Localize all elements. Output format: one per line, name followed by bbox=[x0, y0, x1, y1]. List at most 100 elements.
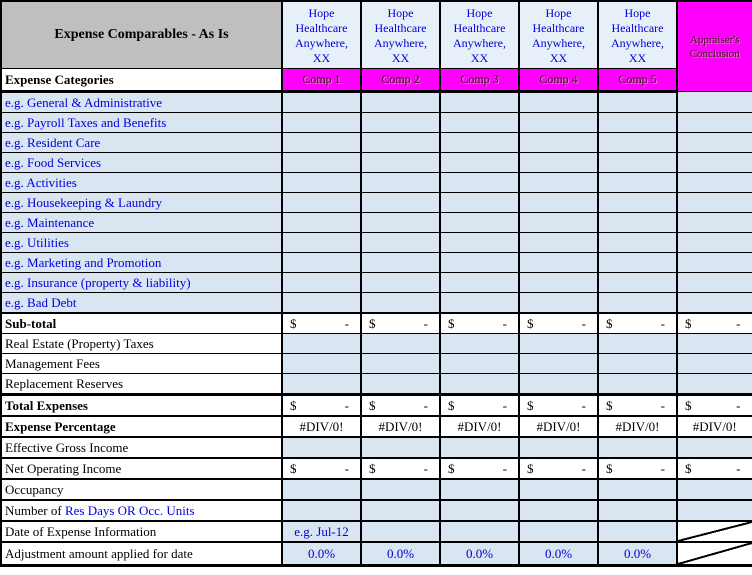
bad-debt-label[interactable]: e.g. Bad Debt bbox=[0, 292, 283, 314]
occupancy-comp-5-cell[interactable] bbox=[597, 478, 678, 501]
activities-comp-2-cell[interactable] bbox=[360, 172, 441, 193]
net-operating-income-comp-4-cell[interactable]: $ - bbox=[518, 457, 599, 480]
comp-1-header[interactable]: Hope Healthcare Anywhere, XX bbox=[281, 0, 362, 69]
comp-3-header[interactable]: Hope Healthcare Anywhere, XX bbox=[439, 0, 520, 69]
number-of-res-days-comp-1-cell[interactable] bbox=[281, 499, 362, 522]
real-estate-property-taxes-comp-4-cell[interactable] bbox=[518, 333, 599, 354]
general-administrative-conclusion-cell[interactable] bbox=[676, 91, 752, 113]
utilities-conclusion-cell[interactable] bbox=[676, 232, 752, 253]
marketing-promotion-comp-4-cell[interactable] bbox=[518, 252, 599, 273]
expense-percentage-comp-3-cell[interactable]: #DIV/0! bbox=[439, 415, 520, 438]
number-of-res-days-comp-5-cell[interactable] bbox=[597, 499, 678, 522]
payroll-taxes-benefits-comp-2-cell[interactable] bbox=[360, 112, 441, 133]
number-of-res-days-comp-4-cell[interactable] bbox=[518, 499, 599, 522]
general-administrative-comp-2-cell[interactable] bbox=[360, 91, 441, 113]
comp-4-header[interactable]: Hope Healthcare Anywhere, XX bbox=[518, 0, 599, 69]
maintenance-conclusion-cell[interactable] bbox=[676, 212, 752, 233]
utilities-comp-3-cell[interactable] bbox=[439, 232, 520, 253]
food-services-conclusion-cell[interactable] bbox=[676, 152, 752, 173]
adjustment-amount-applied-comp-5-cell[interactable]: 0.0% bbox=[597, 541, 678, 566]
housekeeping-laundry-comp-4-cell[interactable] bbox=[518, 192, 599, 213]
total-expenses-comp-1-cell[interactable]: $ - bbox=[281, 393, 362, 417]
replacement-reserves-label[interactable]: Replacement Reserves bbox=[0, 373, 283, 395]
comp-5-header[interactable]: Hope Healthcare Anywhere, XX bbox=[597, 0, 678, 69]
sub-total-comp-1-cell[interactable]: $ - bbox=[281, 312, 362, 334]
activities-comp-5-cell[interactable] bbox=[597, 172, 678, 193]
comp-2-header[interactable]: Hope Healthcare Anywhere, XX bbox=[360, 0, 441, 69]
utilities-label[interactable]: e.g. Utilities bbox=[0, 232, 283, 253]
replacement-reserves-comp-4-cell[interactable] bbox=[518, 373, 599, 395]
resident-care-comp-4-cell[interactable] bbox=[518, 132, 599, 153]
utilities-comp-2-cell[interactable] bbox=[360, 232, 441, 253]
comp-2-label[interactable]: Comp 2 bbox=[360, 68, 441, 93]
expense-categories-header[interactable]: Expense Categories bbox=[0, 68, 283, 93]
effective-gross-income-comp-5-cell[interactable] bbox=[597, 436, 678, 459]
payroll-taxes-benefits-comp-5-cell[interactable] bbox=[597, 112, 678, 133]
expense-percentage-label[interactable]: Expense Percentage bbox=[0, 415, 283, 438]
date-of-expense-information-comp-5-cell[interactable] bbox=[597, 520, 678, 543]
housekeeping-laundry-comp-3-cell[interactable] bbox=[439, 192, 520, 213]
management-fees-comp-2-cell[interactable] bbox=[360, 353, 441, 374]
maintenance-label[interactable]: e.g. Maintenance bbox=[0, 212, 283, 233]
payroll-taxes-benefits-comp-3-cell[interactable] bbox=[439, 112, 520, 133]
sub-total-conclusion-cell[interactable]: $ - bbox=[676, 312, 752, 334]
insurance-property-liability-comp-5-cell[interactable] bbox=[597, 272, 678, 293]
food-services-comp-4-cell[interactable] bbox=[518, 152, 599, 173]
net-operating-income-label[interactable]: Net Operating Income bbox=[0, 457, 283, 480]
date-of-expense-information-label[interactable]: Date of Expense Information bbox=[0, 520, 283, 543]
payroll-taxes-benefits-comp-4-cell[interactable] bbox=[518, 112, 599, 133]
resident-care-conclusion-cell[interactable] bbox=[676, 132, 752, 153]
adjustment-amount-applied-comp-1-cell[interactable]: 0.0% bbox=[281, 541, 362, 566]
expense-percentage-comp-5-cell[interactable]: #DIV/0! bbox=[597, 415, 678, 438]
number-of-res-days-comp-2-cell[interactable] bbox=[360, 499, 441, 522]
effective-gross-income-comp-1-cell[interactable] bbox=[281, 436, 362, 459]
insurance-property-liability-comp-1-cell[interactable] bbox=[281, 272, 362, 293]
total-expenses-comp-3-cell[interactable]: $ - bbox=[439, 393, 520, 417]
utilities-comp-1-cell[interactable] bbox=[281, 232, 362, 253]
housekeeping-laundry-comp-2-cell[interactable] bbox=[360, 192, 441, 213]
insurance-property-liability-conclusion-cell[interactable] bbox=[676, 272, 752, 293]
marketing-promotion-comp-1-cell[interactable] bbox=[281, 252, 362, 273]
occupancy-label[interactable]: Occupancy bbox=[0, 478, 283, 501]
payroll-taxes-benefits-conclusion-cell[interactable] bbox=[676, 112, 752, 133]
food-services-comp-1-cell[interactable] bbox=[281, 152, 362, 173]
adjustment-amount-applied-conclusion-na-cell[interactable] bbox=[676, 541, 752, 566]
effective-gross-income-comp-4-cell[interactable] bbox=[518, 436, 599, 459]
total-expenses-conclusion-cell[interactable]: $ - bbox=[676, 393, 752, 417]
net-operating-income-comp-1-cell[interactable]: $ - bbox=[281, 457, 362, 480]
real-estate-property-taxes-conclusion-cell[interactable] bbox=[676, 333, 752, 354]
occupancy-comp-2-cell[interactable] bbox=[360, 478, 441, 501]
payroll-taxes-benefits-label[interactable]: e.g. Payroll Taxes and Benefits bbox=[0, 112, 283, 133]
activities-comp-3-cell[interactable] bbox=[439, 172, 520, 193]
number-of-res-days-comp-3-cell[interactable] bbox=[439, 499, 520, 522]
activities-comp-4-cell[interactable] bbox=[518, 172, 599, 193]
management-fees-comp-1-cell[interactable] bbox=[281, 353, 362, 374]
food-services-comp-5-cell[interactable] bbox=[597, 152, 678, 173]
bad-debt-comp-2-cell[interactable] bbox=[360, 292, 441, 314]
replacement-reserves-comp-2-cell[interactable] bbox=[360, 373, 441, 395]
date-of-expense-information-comp-4-cell[interactable] bbox=[518, 520, 599, 543]
net-operating-income-comp-5-cell[interactable]: $ - bbox=[597, 457, 678, 480]
comp-3-label[interactable]: Comp 3 bbox=[439, 68, 520, 93]
marketing-promotion-comp-2-cell[interactable] bbox=[360, 252, 441, 273]
maintenance-comp-1-cell[interactable] bbox=[281, 212, 362, 233]
comp-1-label[interactable]: Comp 1 bbox=[281, 68, 362, 93]
utilities-comp-4-cell[interactable] bbox=[518, 232, 599, 253]
general-administrative-comp-3-cell[interactable] bbox=[439, 91, 520, 113]
sub-total-comp-5-cell[interactable]: $ - bbox=[597, 312, 678, 334]
housekeeping-laundry-comp-5-cell[interactable] bbox=[597, 192, 678, 213]
housekeeping-laundry-conclusion-cell[interactable] bbox=[676, 192, 752, 213]
total-expenses-comp-4-cell[interactable]: $ - bbox=[518, 393, 599, 417]
net-operating-income-comp-3-cell[interactable]: $ - bbox=[439, 457, 520, 480]
bad-debt-comp-1-cell[interactable] bbox=[281, 292, 362, 314]
real-estate-property-taxes-comp-3-cell[interactable] bbox=[439, 333, 520, 354]
maintenance-comp-5-cell[interactable] bbox=[597, 212, 678, 233]
resident-care-label[interactable]: e.g. Resident Care bbox=[0, 132, 283, 153]
marketing-promotion-comp-3-cell[interactable] bbox=[439, 252, 520, 273]
maintenance-comp-2-cell[interactable] bbox=[360, 212, 441, 233]
utilities-comp-5-cell[interactable] bbox=[597, 232, 678, 253]
adjustment-amount-applied-comp-2-cell[interactable]: 0.0% bbox=[360, 541, 441, 566]
housekeeping-laundry-label[interactable]: e.g. Housekeeping & Laundry bbox=[0, 192, 283, 213]
general-administrative-comp-4-cell[interactable] bbox=[518, 91, 599, 113]
appraisers-conclusion-header[interactable]: Appraiser's Conclusion bbox=[676, 0, 752, 92]
